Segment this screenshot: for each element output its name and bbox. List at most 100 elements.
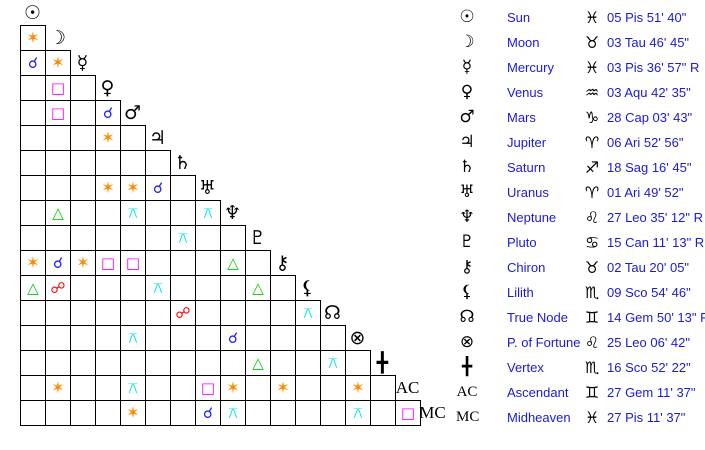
aspect-cell (45, 325, 71, 351)
pluto-icon: ♇ (459, 232, 475, 252)
aspect-cell (70, 275, 96, 301)
vertex-icon: ╋ (376, 351, 389, 374)
aspect-cell (195, 225, 221, 251)
conjunction-icon: ☌ (102, 103, 114, 122)
planet-position: 03 Aqu 42' 35" (607, 85, 691, 100)
scorpio-icon: ♏ (584, 358, 600, 377)
aspect-cell (145, 225, 171, 251)
planet-name: Uranus (507, 185, 549, 200)
aspect-cell (245, 250, 271, 276)
planet-name: P. of Fortune (507, 335, 581, 350)
aspect-cell: ☍ (45, 275, 71, 301)
aspect-cell (70, 100, 96, 126)
legend-row-mercury: ☿ Mercury ♓ 03 Pis 36' 57" R (450, 55, 705, 80)
aries-icon: ♈ (584, 183, 600, 202)
square-icon: □ (400, 403, 416, 422)
north-node-icon: ☊ (324, 301, 341, 324)
conjunction-icon: ☌ (52, 253, 64, 272)
aspect-cell: ⚻ (220, 400, 246, 426)
aspect-cell: ⚻ (120, 325, 146, 351)
aspect-cell: ⚻ (195, 200, 221, 226)
aspect-cell: ⚻ (120, 375, 146, 401)
capricorn-icon: ♑ (584, 108, 600, 127)
aries-icon: ♈ (584, 133, 600, 152)
aspect-cell (45, 350, 71, 376)
chiron-icon: ⚷ (460, 257, 474, 277)
aspect-cell (195, 350, 221, 376)
mercury-icon: ☿ (76, 51, 89, 74)
mars-icon: ♂ (459, 107, 475, 127)
aspect-cell (20, 75, 46, 101)
square-icon: □ (100, 253, 116, 272)
mars-icon: ♂ (123, 101, 142, 124)
aspect-cell (120, 225, 146, 251)
planet-position: 15 Can 11' 13" R (607, 235, 705, 250)
aspect-cell (95, 300, 121, 326)
aspect-cell (95, 350, 121, 376)
sextile-icon: ✶ (351, 378, 365, 397)
aspect-cell (20, 300, 46, 326)
aspect-cell (270, 300, 296, 326)
quincunx-icon: ⚻ (203, 203, 213, 222)
aspect-cell (220, 300, 246, 326)
legend-row-jupiter: ♃ Jupiter ♈ 06 Ari 52' 56" (450, 130, 705, 155)
trine-icon: △ (252, 353, 264, 372)
trine-icon: △ (52, 203, 64, 222)
aspect-cell (320, 375, 346, 401)
legend-row-ascendant: AC Ascendant ♊ 27 Gem 11' 37" (450, 380, 705, 405)
sextile-icon: ✶ (126, 178, 140, 197)
aspect-cell (45, 300, 71, 326)
aspect-cell (45, 400, 71, 426)
aspect-cell: □ (195, 375, 221, 401)
aspect-cell: ☌ (45, 250, 71, 276)
planet-name: Pluto (507, 235, 537, 250)
aspect-cell: ☌ (145, 175, 171, 201)
leo-icon: ♌ (584, 333, 600, 352)
legend-row-vertex: ╋ Vertex ♏ 16 Sco 52' 22" (450, 355, 705, 380)
sextile-icon: ✶ (276, 378, 290, 397)
uranus-icon: ♅ (459, 182, 475, 202)
aspect-cell (320, 325, 346, 351)
planet-name: Ascendant (507, 385, 569, 400)
planet-name: Mars (507, 110, 536, 125)
aspect-cell (45, 150, 71, 176)
planet-name: Lilith (507, 285, 534, 300)
part-of-fortune-icon: ⊗ (349, 326, 366, 349)
aspect-cell: □ (395, 400, 421, 426)
planet-name: Jupiter (507, 135, 547, 150)
quincunx-icon: ⚻ (328, 353, 338, 372)
aspect-cell (245, 400, 271, 426)
aspect-cell (295, 400, 321, 426)
aspect-cell: △ (245, 275, 271, 301)
trine-icon: △ (252, 278, 264, 297)
aspect-cell (20, 200, 46, 226)
aspect-cell (245, 300, 271, 326)
aspect-cell (120, 275, 146, 301)
legend-row-p-of-fortune: ⊗ P. of Fortune ♌ 25 Leo 06' 42" (450, 330, 705, 355)
aspect-cell (120, 300, 146, 326)
planet-name: Vertex (507, 360, 544, 375)
legend-row-true-node: ☊ True Node ♊ 14 Gem 50' 13" R (450, 305, 705, 330)
aspect-cell (120, 150, 146, 176)
legend-row-neptune: ♆ Neptune ♌ 27 Leo 35' 12" R (450, 205, 705, 230)
gemini-icon: ♊ (584, 383, 600, 402)
aspect-cell (320, 400, 346, 426)
aspect-cell (95, 375, 121, 401)
chiron-icon: ⚷ (275, 251, 290, 274)
legend-row-pluto: ♇ Pluto ♋ 15 Can 11' 13" R (450, 230, 705, 255)
aspect-cell (145, 250, 171, 276)
opposition-icon: ☍ (50, 278, 66, 297)
ascendant-icon: AC (456, 384, 478, 400)
aspect-cell (45, 125, 71, 151)
ascendant-icon: AC (395, 377, 420, 397)
cancer-icon: ♋ (584, 233, 600, 252)
aspect-cell (295, 350, 321, 376)
planet-position: 05 Pis 51' 40" (607, 10, 687, 25)
aspect-cell (170, 350, 196, 376)
aspect-cell (20, 325, 46, 351)
aspect-cell: ✶ (70, 250, 96, 276)
aquarius-icon: ♒ (584, 83, 600, 102)
pisces-icon: ♓ (584, 8, 600, 27)
quincunx-icon: ⚻ (128, 203, 138, 222)
aspect-cell (20, 350, 46, 376)
